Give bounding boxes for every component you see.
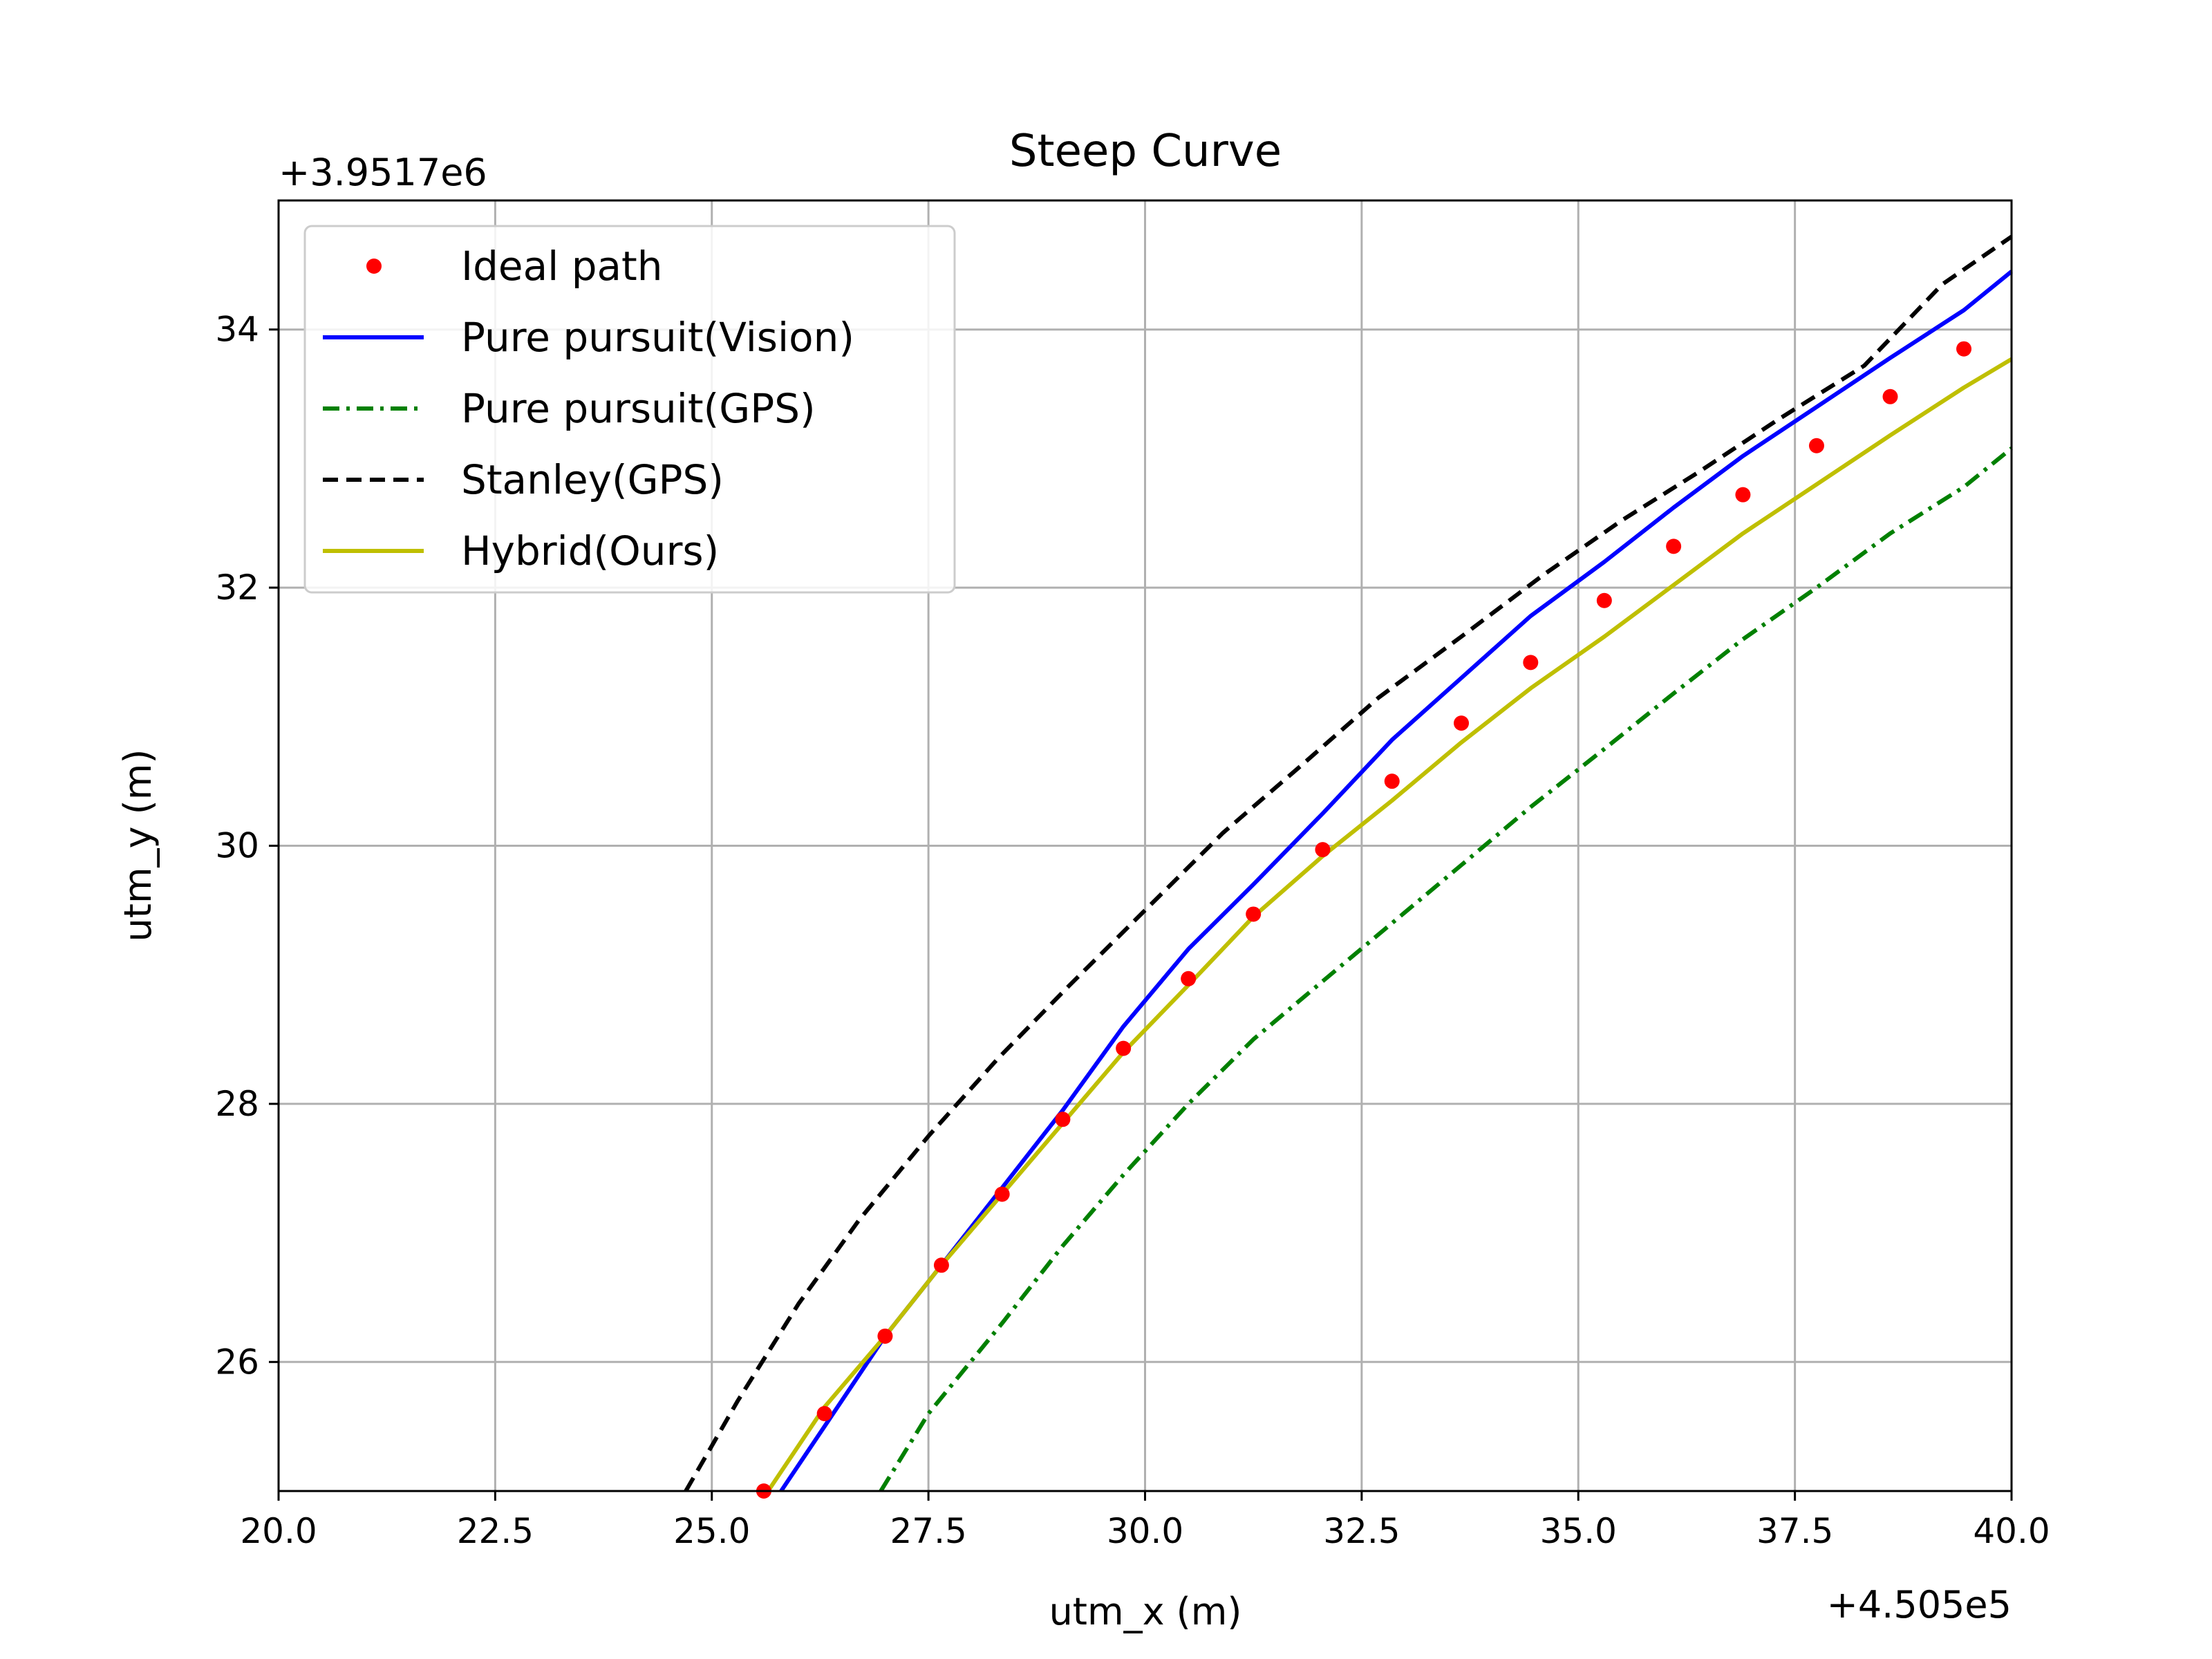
point-ideal-path — [1454, 715, 1470, 731]
x-axis-title: utm_x (m) — [1049, 1590, 1242, 1633]
x-tick-label: 30.0 — [1107, 1511, 1183, 1551]
point-ideal-path — [1523, 655, 1539, 671]
x-tick-label: 22.5 — [457, 1511, 534, 1551]
legend-label-hybrid-ours: Hybrid(Ours) — [461, 527, 719, 574]
legend-label-pure-pursuit-vision: Pure pursuit(Vision) — [461, 314, 854, 361]
y-tick-label: 28 — [215, 1084, 259, 1124]
chart-title: Steep Curve — [1009, 126, 1282, 177]
point-ideal-path — [816, 1405, 832, 1421]
point-ideal-path — [877, 1328, 893, 1344]
x-tick-label: 32.5 — [1323, 1511, 1400, 1551]
y-axis-title: utm_y (m) — [116, 749, 160, 942]
y-tick-label: 32 — [215, 568, 259, 608]
point-ideal-path — [1956, 341, 1972, 357]
point-ideal-path — [994, 1186, 1010, 1202]
axis-ticks: 20.0 22.5 25.0 27.5 30.0 32.5 35.0 37.5 40.0 26 28… — [215, 310, 2050, 1551]
x-tick-label: 40.0 — [1973, 1511, 2050, 1551]
point-ideal-path — [1384, 774, 1400, 789]
legend-label-pure-pursuit-gps: Pure pursuit(GPS) — [461, 385, 816, 432]
legend: Ideal path Pure pursuit(Vision) Pure pursu… — [303, 225, 956, 594]
y-tick-label: 30 — [215, 826, 259, 866]
y-offset-label: +3.9517e6 — [279, 151, 487, 194]
line-pure-pursuit-gps — [879, 447, 2013, 1492]
point-ideal-path — [1882, 388, 1898, 404]
x-tick-label: 20.0 — [240, 1511, 317, 1551]
line-hybrid-ours — [766, 357, 2013, 1492]
plot-series — [684, 234, 2013, 1499]
legend-box — [303, 225, 956, 594]
point-ideal-path — [1246, 906, 1262, 922]
legend-label-stanley-gps: Stanley(GPS) — [461, 456, 724, 503]
point-ideal-path — [1735, 487, 1751, 503]
point-ideal-path — [1055, 1112, 1071, 1127]
point-ideal-path — [1315, 842, 1331, 858]
point-ideal-path — [933, 1257, 949, 1273]
x-offset-label: +4.505e5 — [1827, 1583, 2012, 1627]
plot-frame — [277, 199, 2013, 1492]
point-ideal-path — [1808, 438, 1824, 453]
y-tick-label: 26 — [215, 1342, 259, 1382]
legend-marker-ideal-path — [366, 259, 382, 274]
point-ideal-path — [1596, 592, 1612, 608]
point-ideal-path — [1666, 538, 1682, 554]
point-ideal-path — [1116, 1040, 1132, 1056]
x-tick-label: 27.5 — [890, 1511, 966, 1551]
x-tick-label: 37.5 — [1756, 1511, 1833, 1551]
legend-label-ideal-path: Ideal path — [461, 243, 663, 290]
x-tick-label: 35.0 — [1540, 1511, 1617, 1551]
point-ideal-path — [1181, 971, 1197, 986]
x-tick-label: 25.0 — [673, 1511, 750, 1551]
y-tick-label: 34 — [215, 310, 259, 350]
